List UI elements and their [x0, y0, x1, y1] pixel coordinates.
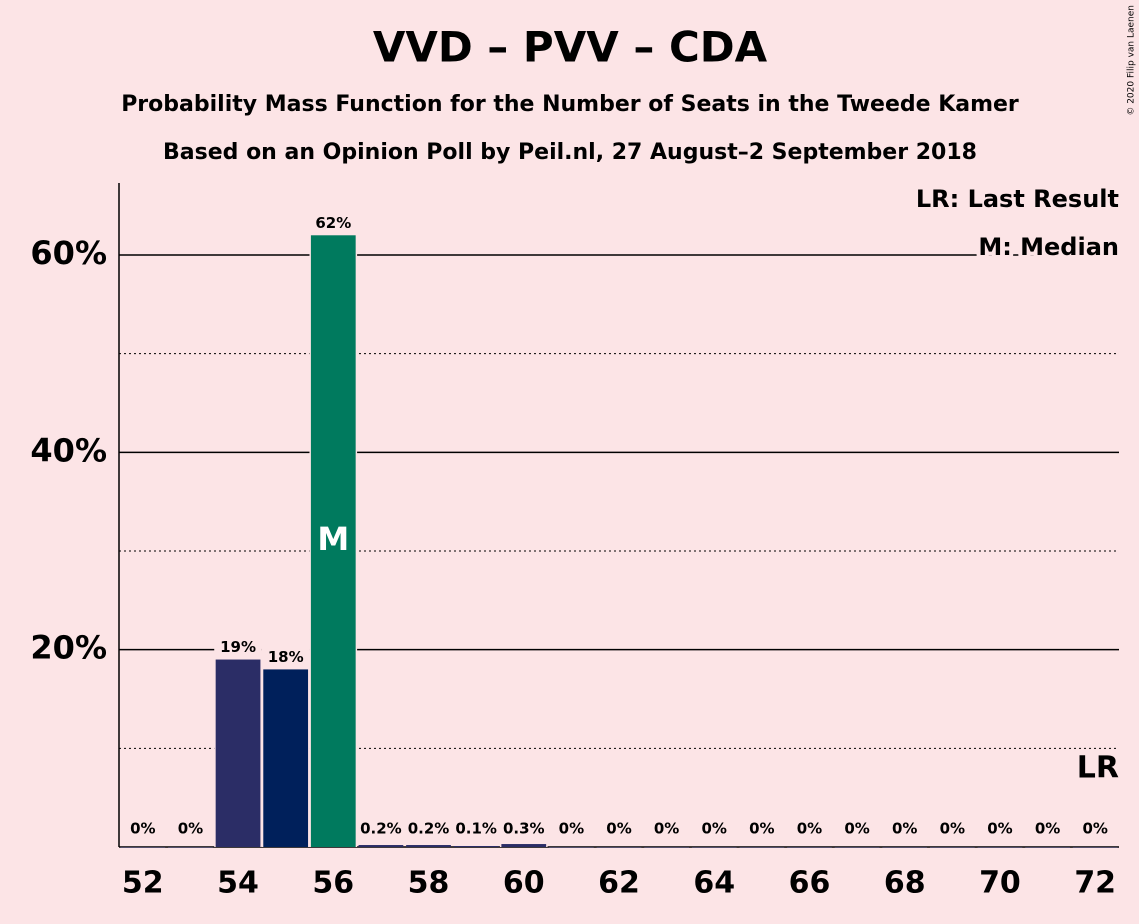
x-tick-label: 72 — [1074, 866, 1116, 901]
bar — [168, 847, 213, 848]
value-label: 0% — [844, 820, 869, 838]
value-label: 0% — [178, 820, 203, 838]
value-label: 0% — [1082, 820, 1107, 838]
bar-gap — [499, 814, 548, 847]
bar — [549, 847, 594, 848]
median-marker: M — [317, 520, 349, 558]
y-tick-label: 40% — [30, 431, 107, 469]
value-label: 18% — [268, 648, 304, 666]
bar — [453, 846, 499, 847]
x-tick-label: 66 — [789, 866, 831, 901]
value-label: 0% — [797, 820, 822, 838]
bar — [977, 847, 1023, 848]
x-tick-label: 54 — [217, 866, 259, 901]
last-result-marker: LR — [1077, 751, 1119, 786]
x-tick-label: 60 — [503, 866, 545, 901]
chart-subtitle: Probability Mass Function for the Number… — [121, 92, 1019, 117]
bar — [1025, 847, 1070, 848]
value-label: 0% — [702, 820, 727, 838]
labels: 20% 40% 60% 52 54 56 58 60 62 64 66 68 70 72 0% 0% 19% 18… — [30, 181, 1123, 901]
value-label: 0.2% — [360, 820, 402, 838]
x-tick-label: 52 — [122, 866, 164, 901]
legend-entry: LR: Last Result — [916, 185, 1119, 213]
bar — [501, 844, 547, 847]
copyright: © 2020 Filip van Laenen — [1127, 5, 1137, 116]
bar — [310, 235, 356, 847]
bar — [834, 847, 880, 848]
x-tick-label: 56 — [312, 866, 354, 901]
y-tick-label: 60% — [30, 234, 107, 272]
value-label: 0.1% — [455, 820, 497, 838]
value-label: 0% — [654, 820, 679, 838]
bar — [644, 847, 689, 848]
value-label: 0% — [749, 820, 774, 838]
value-label: 19% — [220, 638, 256, 656]
legend-entry: M: Median — [978, 233, 1119, 261]
bar — [215, 659, 261, 847]
bar — [787, 847, 832, 848]
bar — [739, 847, 785, 848]
value-label: 0% — [559, 820, 584, 838]
chart-subtitle: Based on an Opinion Poll by Peil.nl, 27 … — [163, 140, 977, 165]
x-tick-label: 64 — [693, 866, 735, 901]
bar — [406, 845, 451, 847]
value-label: 0% — [940, 820, 965, 838]
value-label: 0% — [1035, 820, 1060, 838]
value-label: 0.2% — [408, 820, 450, 838]
bar — [1072, 847, 1118, 848]
x-tick-label: 68 — [884, 866, 926, 901]
bar — [263, 669, 309, 847]
y-tick-label: 20% — [30, 629, 107, 667]
chart-title: VVD – PVV – CDA — [373, 23, 768, 72]
value-label: 62% — [315, 214, 351, 232]
bar — [596, 847, 642, 848]
bar — [120, 847, 166, 848]
x-tick-label: 62 — [598, 866, 640, 901]
value-label: 0% — [892, 820, 917, 838]
value-label: 0% — [606, 820, 631, 838]
bar — [691, 847, 737, 848]
value-label: 0% — [130, 820, 155, 838]
value-label: 0% — [987, 820, 1012, 838]
x-tick-label: 70 — [979, 866, 1021, 901]
bars — [120, 205, 1118, 848]
bar — [882, 847, 928, 848]
x-tick-label: 58 — [408, 866, 450, 901]
value-label: 0.3% — [503, 820, 545, 838]
bar — [929, 847, 975, 848]
bar — [358, 845, 404, 847]
